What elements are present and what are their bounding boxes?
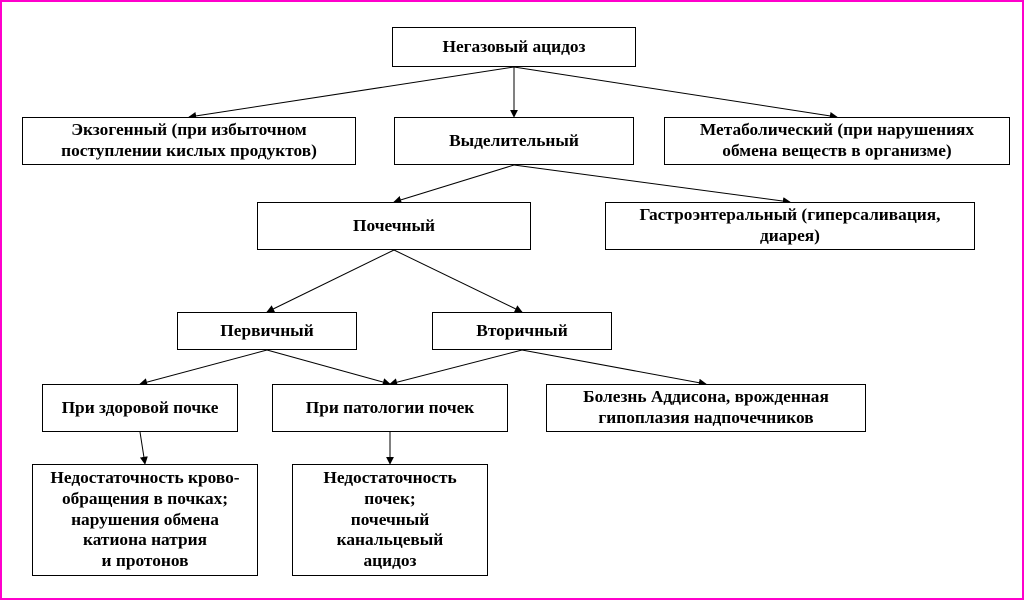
node-root: Негазовый ацидоз <box>392 27 636 67</box>
node-label: Метаболический (при нарушениях обмена ве… <box>671 120 1003 162</box>
node-leaf_healthy: Недостаточность крово- обращения в почка… <box>32 464 258 576</box>
edge-excretory-gastro <box>514 165 790 202</box>
node-gastro: Гастроэнтеральный (гиперсаливация, диаре… <box>605 202 975 250</box>
edge-renal-secondary <box>394 250 522 312</box>
edge-excretory-renal <box>394 165 514 202</box>
node-addison: Болезнь Аддисона, врожденная гипоплазия … <box>546 384 866 432</box>
node-leaf_pathology: Недостаточность почек; почечный канальце… <box>292 464 488 576</box>
edge-secondary-pathology <box>390 350 522 384</box>
node-label: Вторичный <box>476 321 567 342</box>
node-label: При здоровой почке <box>62 398 219 419</box>
node-metabolic: Метаболический (при нарушениях обмена ве… <box>664 117 1010 165</box>
node-label: Негазовый ацидоз <box>442 37 585 58</box>
node-renal: Почечный <box>257 202 531 250</box>
node-label: Выделительный <box>449 131 579 152</box>
edge-primary-pathology <box>267 350 390 384</box>
node-label: Почечный <box>353 216 435 237</box>
node-label: Гастроэнтеральный (гиперсаливация, диаре… <box>612 205 968 247</box>
edge-renal-primary <box>267 250 394 312</box>
node-healthy: При здоровой почке <box>42 384 238 432</box>
edge-healthy-leaf_healthy <box>140 432 145 464</box>
node-excretory: Выделительный <box>394 117 634 165</box>
node-pathology: При патологии почек <box>272 384 508 432</box>
node-label: Недостаточность крово- обращения в почка… <box>50 468 239 572</box>
node-label: Экзогенный (при избыточном поступлении к… <box>29 120 349 162</box>
node-label: Недостаточность почек; почечный канальце… <box>323 468 456 572</box>
node-exogenous: Экзогенный (при избыточном поступлении к… <box>22 117 356 165</box>
node-label: Болезнь Аддисона, врожденная гипоплазия … <box>553 387 859 429</box>
node-label: Первичный <box>220 321 313 342</box>
edge-root-exogenous <box>189 67 514 117</box>
node-label: При патологии почек <box>306 398 475 419</box>
edge-secondary-addison <box>522 350 706 384</box>
node-secondary: Вторичный <box>432 312 612 350</box>
edge-root-metabolic <box>514 67 837 117</box>
node-primary: Первичный <box>177 312 357 350</box>
diagram-frame: Негазовый ацидоз Экзогенный (при избыточн… <box>0 0 1024 600</box>
edge-primary-healthy <box>140 350 267 384</box>
